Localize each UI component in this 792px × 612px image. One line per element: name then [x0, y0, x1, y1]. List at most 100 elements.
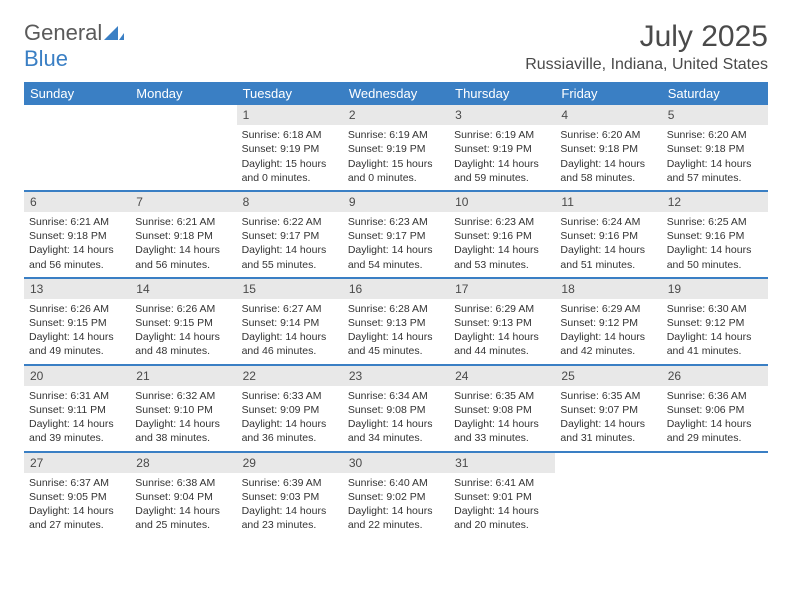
day-content: Sunrise: 6:27 AMSunset: 9:14 PMDaylight:… [237, 299, 343, 364]
day-content: Sunrise: 6:39 AMSunset: 9:03 PMDaylight:… [237, 473, 343, 538]
day-content: Sunrise: 6:20 AMSunset: 9:18 PMDaylight:… [662, 125, 768, 190]
daylight-text-2: and 39 minutes. [29, 431, 125, 445]
day-content: Sunrise: 6:29 AMSunset: 9:12 PMDaylight:… [555, 299, 661, 364]
sunrise-text: Sunrise: 6:21 AM [29, 215, 125, 229]
day-content: Sunrise: 6:34 AMSunset: 9:08 PMDaylight:… [343, 386, 449, 451]
day-number: 25 [555, 366, 661, 386]
calendar-day-cell: 8Sunrise: 6:22 AMSunset: 9:17 PMDaylight… [237, 192, 343, 277]
sunset-text: Sunset: 9:12 PM [560, 316, 656, 330]
day-content: Sunrise: 6:35 AMSunset: 9:07 PMDaylight:… [555, 386, 661, 451]
daylight-text-1: Daylight: 14 hours [667, 157, 763, 171]
sunset-text: Sunset: 9:17 PM [348, 229, 444, 243]
calendar-week-row: 6Sunrise: 6:21 AMSunset: 9:18 PMDaylight… [24, 190, 768, 277]
calendar-day-cell: 5Sunrise: 6:20 AMSunset: 9:18 PMDaylight… [662, 105, 768, 190]
day-content: Sunrise: 6:25 AMSunset: 9:16 PMDaylight:… [662, 212, 768, 277]
sunrise-text: Sunrise: 6:39 AM [242, 476, 338, 490]
day-number: 15 [237, 279, 343, 299]
calendar-day-cell: 20Sunrise: 6:31 AMSunset: 9:11 PMDayligh… [24, 366, 130, 451]
sunrise-text: Sunrise: 6:29 AM [560, 302, 656, 316]
daylight-text-1: Daylight: 14 hours [348, 330, 444, 344]
day-number: 7 [130, 192, 236, 212]
calendar-day-cell: . [662, 453, 768, 538]
calendar-day-cell: 23Sunrise: 6:34 AMSunset: 9:08 PMDayligh… [343, 366, 449, 451]
daylight-text-1: Daylight: 14 hours [242, 330, 338, 344]
location: Russiaville, Indiana, United States [525, 56, 768, 74]
daylight-text-1: Daylight: 14 hours [348, 417, 444, 431]
sunset-text: Sunset: 9:08 PM [348, 403, 444, 417]
calendar-day-cell: 12Sunrise: 6:25 AMSunset: 9:16 PMDayligh… [662, 192, 768, 277]
day-number: 14 [130, 279, 236, 299]
calendar-day-cell: 1Sunrise: 6:18 AMSunset: 9:19 PMDaylight… [237, 105, 343, 190]
day-content: Sunrise: 6:23 AMSunset: 9:16 PMDaylight:… [449, 212, 555, 277]
calendar-header-row: SundayMondayTuesdayWednesdayThursdayFrid… [24, 82, 768, 105]
day-number: 6 [24, 192, 130, 212]
calendar-day-cell: 17Sunrise: 6:29 AMSunset: 9:13 PMDayligh… [449, 279, 555, 364]
day-number: 29 [237, 453, 343, 473]
weekday-header: Saturday [662, 82, 768, 105]
sunset-text: Sunset: 9:19 PM [454, 142, 550, 156]
calendar-week-row: 20Sunrise: 6:31 AMSunset: 9:11 PMDayligh… [24, 364, 768, 451]
daylight-text-2: and 0 minutes. [242, 171, 338, 185]
daylight-text-2: and 56 minutes. [135, 258, 231, 272]
daylight-text-2: and 55 minutes. [242, 258, 338, 272]
day-number: 22 [237, 366, 343, 386]
daylight-text-1: Daylight: 15 hours [242, 157, 338, 171]
day-number: 2 [343, 105, 449, 125]
daylight-text-1: Daylight: 14 hours [348, 504, 444, 518]
day-content: Sunrise: 6:26 AMSunset: 9:15 PMDaylight:… [24, 299, 130, 364]
daylight-text-1: Daylight: 14 hours [667, 330, 763, 344]
daylight-text-2: and 59 minutes. [454, 171, 550, 185]
calendar-page: GeneralBlue July 2025 Russiaville, India… [0, 0, 792, 557]
day-content: Sunrise: 6:28 AMSunset: 9:13 PMDaylight:… [343, 299, 449, 364]
sunset-text: Sunset: 9:18 PM [667, 142, 763, 156]
day-number: 24 [449, 366, 555, 386]
day-number: 8 [237, 192, 343, 212]
day-number: 21 [130, 366, 236, 386]
weekday-header: Sunday [24, 82, 130, 105]
sunset-text: Sunset: 9:06 PM [667, 403, 763, 417]
daylight-text-1: Daylight: 14 hours [135, 243, 231, 257]
calendar-day-cell: 22Sunrise: 6:33 AMSunset: 9:09 PMDayligh… [237, 366, 343, 451]
day-content: Sunrise: 6:32 AMSunset: 9:10 PMDaylight:… [130, 386, 236, 451]
daylight-text-1: Daylight: 14 hours [242, 504, 338, 518]
logo-part1: General [24, 20, 102, 45]
sunrise-text: Sunrise: 6:22 AM [242, 215, 338, 229]
sunrise-text: Sunrise: 6:38 AM [135, 476, 231, 490]
calendar-body: ..1Sunrise: 6:18 AMSunset: 9:19 PMDaylig… [24, 105, 768, 537]
daylight-text-2: and 20 minutes. [454, 518, 550, 532]
sunrise-text: Sunrise: 6:26 AM [29, 302, 125, 316]
calendar-day-cell: 25Sunrise: 6:35 AMSunset: 9:07 PMDayligh… [555, 366, 661, 451]
weekday-header: Friday [555, 82, 661, 105]
sunset-text: Sunset: 9:02 PM [348, 490, 444, 504]
day-content: Sunrise: 6:31 AMSunset: 9:11 PMDaylight:… [24, 386, 130, 451]
day-number: 18 [555, 279, 661, 299]
day-number: 12 [662, 192, 768, 212]
daylight-text-1: Daylight: 14 hours [454, 417, 550, 431]
weekday-header: Wednesday [343, 82, 449, 105]
calendar-day-cell: 27Sunrise: 6:37 AMSunset: 9:05 PMDayligh… [24, 453, 130, 538]
sunset-text: Sunset: 9:17 PM [242, 229, 338, 243]
sunrise-text: Sunrise: 6:30 AM [667, 302, 763, 316]
day-number: 28 [130, 453, 236, 473]
day-content: Sunrise: 6:41 AMSunset: 9:01 PMDaylight:… [449, 473, 555, 538]
day-number: 10 [449, 192, 555, 212]
daylight-text-1: Daylight: 14 hours [560, 243, 656, 257]
month-title: July 2025 [525, 20, 768, 54]
sunset-text: Sunset: 9:01 PM [454, 490, 550, 504]
daylight-text-2: and 25 minutes. [135, 518, 231, 532]
sunset-text: Sunset: 9:08 PM [454, 403, 550, 417]
day-content: Sunrise: 6:18 AMSunset: 9:19 PMDaylight:… [237, 125, 343, 190]
calendar-day-cell: 18Sunrise: 6:29 AMSunset: 9:12 PMDayligh… [555, 279, 661, 364]
sunset-text: Sunset: 9:15 PM [29, 316, 125, 330]
sunrise-text: Sunrise: 6:23 AM [348, 215, 444, 229]
sunrise-text: Sunrise: 6:18 AM [242, 128, 338, 142]
sunset-text: Sunset: 9:12 PM [667, 316, 763, 330]
title-block: July 2025 Russiaville, Indiana, United S… [525, 20, 768, 74]
sunset-text: Sunset: 9:15 PM [135, 316, 231, 330]
calendar-day-cell: 2Sunrise: 6:19 AMSunset: 9:19 PMDaylight… [343, 105, 449, 190]
daylight-text-2: and 46 minutes. [242, 344, 338, 358]
calendar-week-row: 13Sunrise: 6:26 AMSunset: 9:15 PMDayligh… [24, 277, 768, 364]
calendar-day-cell: 6Sunrise: 6:21 AMSunset: 9:18 PMDaylight… [24, 192, 130, 277]
daylight-text-2: and 31 minutes. [560, 431, 656, 445]
sunrise-text: Sunrise: 6:34 AM [348, 389, 444, 403]
